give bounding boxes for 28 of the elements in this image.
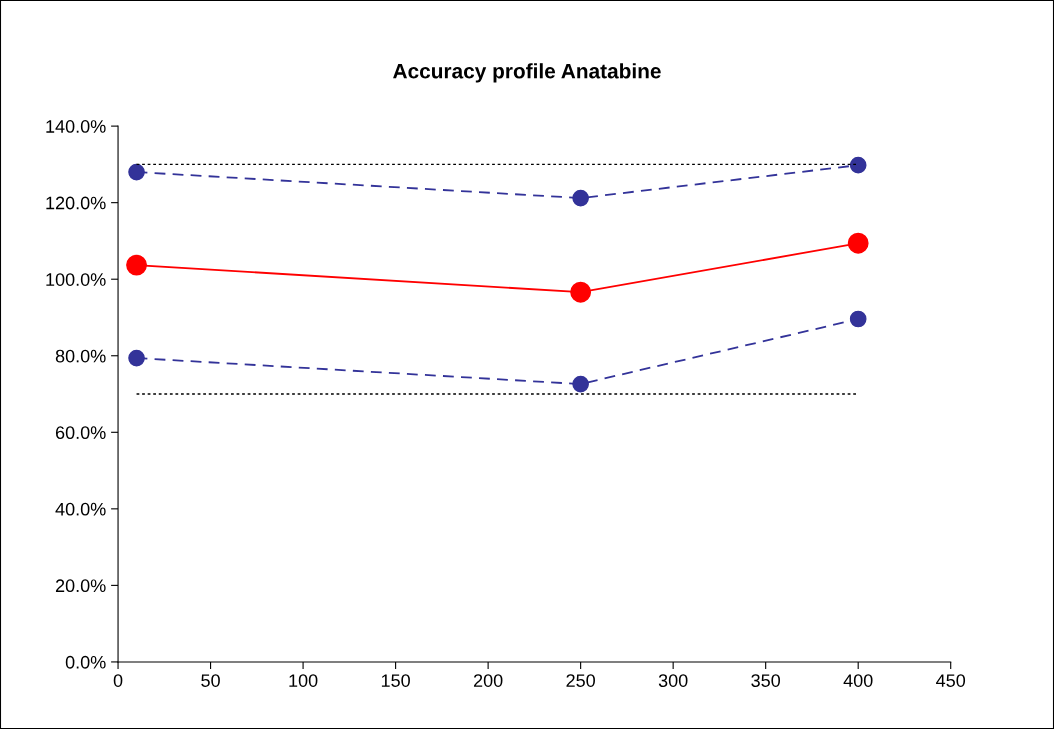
y-tick-label: 40.0% bbox=[55, 502, 106, 516]
point bbox=[128, 163, 145, 181]
point bbox=[847, 232, 869, 254]
x-tick-label: 150 bbox=[381, 674, 410, 687]
x-tick-label: 100 bbox=[289, 674, 318, 687]
y-tick-label: 120.0% bbox=[46, 196, 106, 210]
y-tick-label: 140.0% bbox=[46, 120, 106, 133]
x-tick-label: 350 bbox=[751, 674, 781, 687]
x-tick-label: 450 bbox=[936, 674, 966, 687]
point bbox=[572, 375, 589, 393]
y-tick-label: 0.0% bbox=[65, 655, 106, 669]
point bbox=[126, 254, 147, 276]
x-tick-label: 50 bbox=[201, 674, 220, 687]
y-tick-label: 80.0% bbox=[55, 349, 106, 363]
x-tick-label: 250 bbox=[566, 674, 595, 687]
x-tick-label: 0 bbox=[113, 674, 123, 687]
y-tick-label: 20.0% bbox=[55, 579, 106, 593]
x-tick-label: 400 bbox=[843, 674, 873, 687]
y-tick-label: 60.0% bbox=[55, 426, 106, 440]
x-tick-label: 300 bbox=[658, 674, 688, 687]
point bbox=[572, 189, 589, 207]
point bbox=[570, 281, 592, 303]
chart-title: Accuracy profile Anatabine bbox=[393, 63, 661, 83]
x-tick-label: 200 bbox=[473, 674, 503, 687]
point bbox=[849, 156, 867, 174]
point bbox=[849, 310, 867, 328]
point bbox=[128, 349, 145, 367]
y-tick-label: 100.0% bbox=[46, 273, 106, 286]
